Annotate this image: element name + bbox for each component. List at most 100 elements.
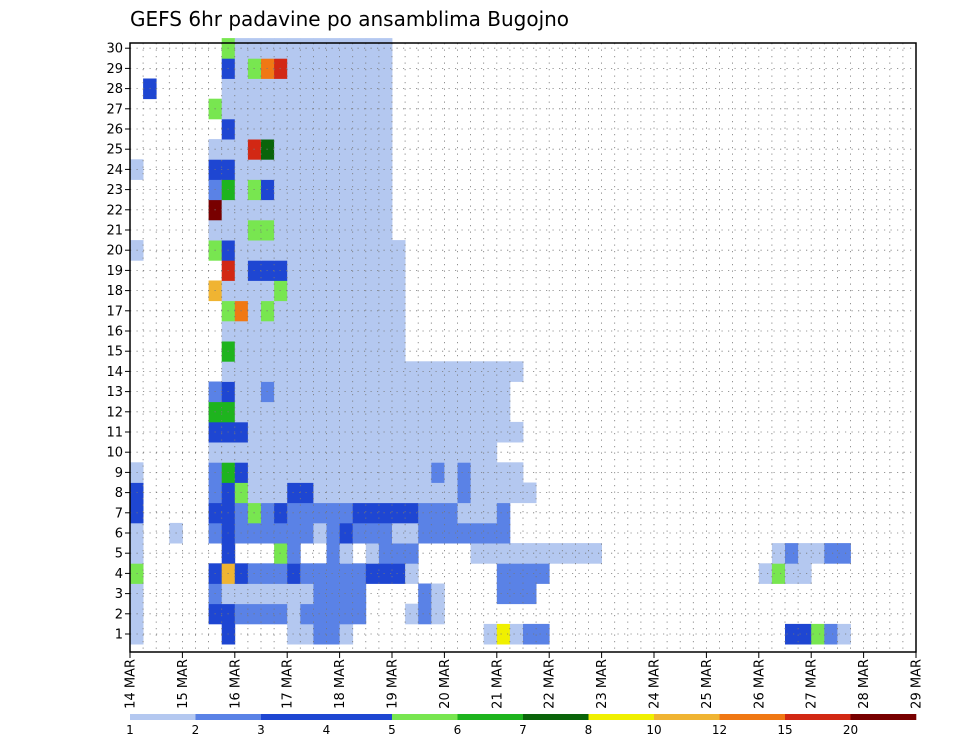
heatmap-cell — [365, 341, 380, 362]
colorbar-label: 5 — [388, 723, 396, 737]
heatmap-cell — [444, 381, 458, 403]
heatmap-cell — [261, 139, 275, 160]
heatmap-cell — [365, 199, 380, 221]
heatmap-cell — [313, 401, 327, 423]
heatmap-cell — [470, 381, 485, 403]
heatmap-cell — [274, 240, 288, 261]
heatmap-cell — [365, 179, 380, 201]
heatmap-cell — [300, 442, 314, 463]
heatmap-cell — [496, 583, 511, 605]
heatmap-cell — [418, 361, 432, 382]
heatmap-cell — [313, 118, 327, 140]
heatmap-cell — [378, 199, 393, 221]
colorbar-swatch — [392, 714, 458, 720]
heatmap-cell — [339, 462, 354, 483]
heatmap-cell — [509, 361, 524, 382]
colorbar-label: 12 — [712, 723, 727, 737]
heatmap-cell — [365, 502, 380, 524]
heatmap-cell — [287, 320, 301, 342]
x-tick-label: 22 MAR — [543, 659, 558, 709]
heatmap-cell — [483, 421, 498, 443]
heatmap-cell — [300, 401, 314, 423]
heatmap-cell — [470, 482, 485, 504]
y-tick-label: 30 — [106, 42, 123, 57]
heatmap-cell — [274, 199, 288, 221]
heatmap-cell — [378, 563, 393, 584]
heatmap-cell — [261, 522, 275, 544]
heatmap-cell — [261, 401, 275, 423]
heatmap-cell — [392, 401, 406, 423]
heatmap-cell — [496, 482, 511, 504]
heatmap-cell — [274, 462, 288, 483]
heatmap-cell — [352, 603, 367, 625]
colorbar-label: 6 — [454, 723, 462, 737]
heatmap-cell — [287, 58, 301, 79]
heatmap-cell — [365, 139, 380, 160]
heatmap-cell — [405, 361, 419, 382]
y-tick-label: 22 — [106, 203, 123, 218]
heatmap-cell — [771, 543, 786, 564]
heatmap-cells — [130, 38, 851, 645]
heatmap-cell — [496, 462, 511, 483]
x-axis-ticks: 14 MAR 15 MAR 16 MAR 17 MAR 18 MAR 19 MAR 20 M… — [124, 652, 925, 709]
heatmap-cell — [300, 280, 314, 302]
heatmap-cell — [339, 482, 354, 504]
heatmap-cell — [339, 603, 354, 625]
heatmap-cell — [326, 563, 340, 584]
heatmap-cell — [339, 401, 354, 423]
heatmap-cell — [274, 563, 288, 584]
heatmap-cell — [287, 38, 301, 59]
heatmap-cell — [300, 260, 314, 281]
y-tick-label: 18 — [106, 284, 123, 299]
heatmap-cell — [287, 381, 301, 403]
heatmap-cell — [378, 462, 393, 483]
heatmap-cell — [261, 320, 275, 342]
heatmap-cell — [261, 58, 275, 79]
heatmap-cell — [470, 502, 485, 524]
heatmap-cell — [837, 623, 851, 645]
heatmap-cell — [326, 341, 340, 362]
y-tick-label: 3 — [115, 587, 123, 602]
heatmap-cell — [352, 118, 367, 140]
heatmap-cell — [811, 623, 825, 645]
heatmap-cell — [378, 320, 393, 342]
heatmap-cell — [365, 421, 380, 443]
heatmap-cell — [261, 381, 275, 403]
x-tick-label: 15 MAR — [176, 659, 191, 709]
heatmap-cell — [352, 280, 367, 302]
heatmap-cell — [287, 502, 301, 524]
heatmap-cell — [300, 58, 314, 79]
y-tick-label: 27 — [106, 102, 123, 117]
heatmap-cell — [457, 522, 471, 544]
colorbar-swatch — [850, 714, 917, 720]
heatmap-cell — [378, 421, 393, 443]
heatmap-cell — [365, 219, 380, 241]
heatmap-cell — [483, 543, 498, 564]
heatmap-cell — [274, 421, 288, 443]
heatmap-cell — [405, 421, 419, 443]
heatmap-cell — [378, 159, 393, 180]
heatmap-cell — [444, 522, 458, 544]
heatmap-cell — [496, 401, 511, 423]
heatmap-cell — [509, 421, 524, 443]
heatmap-cell — [261, 118, 275, 140]
heatmap-cell — [352, 482, 367, 504]
heatmap-cell — [509, 482, 524, 504]
heatmap-cell — [483, 401, 498, 423]
heatmap-cell — [300, 381, 314, 403]
heatmap-cell — [496, 522, 511, 544]
heatmap-cell — [287, 583, 301, 605]
heatmap-cell — [457, 462, 471, 483]
heatmap-cell — [378, 502, 393, 524]
y-axis-ticks: 1234567891011121314151617181920212223242… — [106, 42, 130, 643]
heatmap-cell — [365, 381, 380, 403]
heatmap-cell — [300, 199, 314, 221]
heatmap-cell — [287, 623, 301, 645]
heatmap-cell — [326, 58, 340, 79]
heatmap-cell — [431, 462, 445, 483]
heatmap-cell — [274, 361, 288, 382]
heatmap-cell — [313, 381, 327, 403]
heatmap-cell — [313, 38, 327, 59]
chart-title: GEFS 6hr padavine po ansamblima Bugojno — [130, 7, 569, 31]
